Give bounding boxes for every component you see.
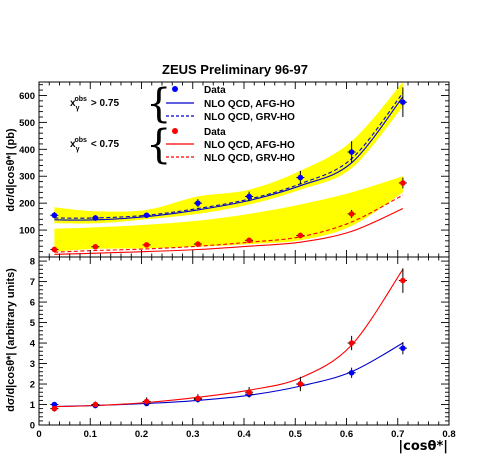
data-point [400, 277, 406, 284]
top-theory-curves [54, 92, 404, 255]
x-tick-label: 0 [36, 429, 41, 440]
data-point [400, 180, 406, 186]
bottom-y-ticks: 0 1 2 3 4 5 6 7 8 [30, 256, 449, 432]
data-point [400, 99, 406, 105]
uncertainty-band-0 [54, 82, 403, 224]
theory-curve-3 [54, 268, 404, 408]
bottom-plot-frame [38, 256, 450, 426]
data-point [51, 246, 58, 253]
top-x-ticks [38, 82, 450, 257]
data-point [246, 193, 252, 200]
x-axis-label: |cosθ*| [398, 439, 448, 454]
y-tick-label: 3 [30, 359, 35, 370]
legend-group-high: xγobs > 0.75 { Data NLO QCD, AFG-HO NLO Q… [70, 81, 295, 127]
legend-label-grv-low: NLO QCD, GRV-HO [204, 153, 295, 164]
y-tick-label: 8 [30, 257, 35, 268]
data-point [297, 381, 304, 387]
y-tick-label: 4 [30, 339, 36, 350]
x-tick-label: 0.4 [237, 429, 251, 440]
top-uncertainty-bands [54, 82, 403, 252]
data-point [297, 232, 304, 239]
data-point [51, 401, 58, 408]
x-tick-label: 0.5 [289, 429, 303, 440]
legend-condition-low: xγobs < 0.75 [70, 137, 119, 153]
uncertainty-band-1 [54, 176, 403, 252]
legend-label-grv-high: NLO QCD, GRV-HO [204, 112, 295, 123]
bottom-y-axis-label: dσ/d|cosθ*| (arbitrary units) [5, 268, 17, 412]
legend-marker-data-high [172, 86, 178, 92]
data-point [51, 405, 58, 412]
data-point [195, 395, 201, 402]
legend-label-data-low: Data [204, 127, 226, 138]
x-tick-label: 0.3 [186, 429, 199, 440]
theory-curve-1 [54, 96, 404, 221]
bottom-panel: 0 0.1 0.2 0.3 0.4 0.5 0.6 0.7 0.8 0 1 2 3 4 5 6 7 8 dσ/d… [5, 256, 456, 454]
legend-condition-high: xγobs > 0.75 [70, 96, 119, 112]
chart-title: ZEUS Preliminary 96-97 [162, 62, 308, 77]
data-point [92, 401, 99, 408]
data-point [246, 237, 252, 244]
data-point [195, 200, 201, 206]
y-tick-label: 400 [19, 145, 35, 156]
top-y-axis-label: dσ/d|cosθ*| (pb) [5, 128, 17, 212]
x-tick-label: 0.6 [340, 429, 353, 440]
y-tick-label: 5 [30, 318, 36, 329]
data-point [143, 398, 150, 405]
data-point [51, 212, 58, 219]
data-point [348, 340, 355, 346]
y-tick-label: 600 [19, 91, 35, 102]
y-tick-label: 0 [30, 421, 35, 432]
y-tick-label: 500 [19, 118, 35, 129]
top-panel: 100 200 300 400 500 600 dσ/d|cosθ*| (pb) xγob… [5, 81, 450, 258]
y-tick-label: 200 [19, 199, 35, 210]
theory-curve-4 [54, 207, 404, 255]
data-point [195, 241, 201, 247]
top-data-points [50, 87, 407, 253]
data-point [297, 174, 304, 181]
x-tick-label: 0.2 [135, 429, 148, 440]
legend-group-low: xγobs < 0.75 { Data NLO QCD, AFG-HO NLO Q… [70, 122, 295, 168]
y-tick-label: 2 [30, 380, 35, 391]
data-point [348, 211, 355, 217]
y-tick-label: 100 [19, 226, 35, 237]
legend-label-data-high: Data [204, 85, 226, 96]
legend-brace-low: { [146, 122, 171, 168]
bottom-data-points [50, 268, 407, 412]
y-tick-label: 1 [30, 400, 36, 411]
data-point [143, 212, 150, 219]
legend-brace-high: { [146, 81, 171, 127]
data-point [143, 242, 150, 248]
y-tick-label: 6 [30, 298, 35, 309]
legend-marker-data-low [172, 128, 178, 134]
y-tick-label: 7 [30, 277, 35, 288]
data-point [400, 345, 406, 351]
legend-label-afg-low: NLO QCD, AFG-HO [204, 140, 295, 151]
x-tick-label: 0.8 [442, 429, 455, 440]
y-tick-label: 300 [19, 172, 35, 183]
legend-label-afg-high: NLO QCD, AFG-HO [204, 99, 295, 110]
data-point [92, 215, 99, 221]
data-point [92, 243, 99, 250]
theory-curve-5 [54, 194, 404, 253]
data-point [348, 369, 355, 376]
x-tick-label: 0.7 [391, 429, 404, 440]
data-point [348, 149, 355, 155]
bottom-x-ticks: 0 0.1 0.2 0.3 0.4 0.5 0.6 0.7 0.8 [36, 257, 456, 440]
bottom-theory-curves [54, 268, 404, 408]
data-point [246, 389, 252, 396]
x-tick-label: 0.1 [84, 429, 98, 440]
